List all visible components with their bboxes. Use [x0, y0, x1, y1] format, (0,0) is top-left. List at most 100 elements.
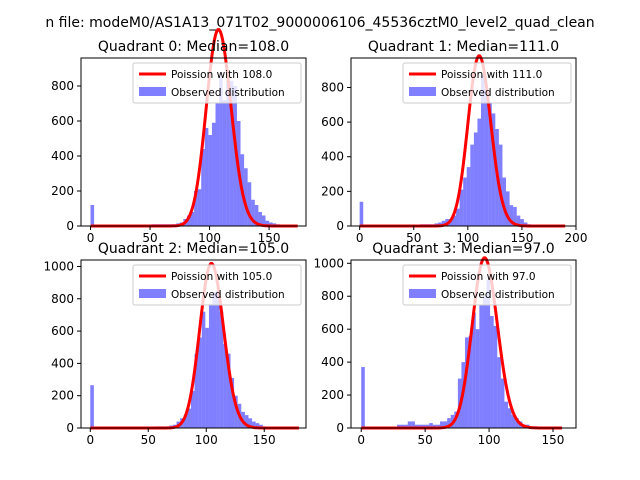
axes-frame [80, 259, 307, 429]
subplot-grid: 0 50 100 150 0 200 400 600 800 Quadrant 0: Median… [43, 28, 587, 447]
histogram-bar [183, 415, 188, 428]
histogram-bar [230, 377, 235, 428]
histogram-bar [452, 215, 457, 226]
histogram-bar [219, 311, 224, 428]
histogram-bar [205, 327, 209, 428]
histogram-bar [459, 189, 464, 226]
histogram-bar [493, 325, 498, 428]
y-tick-label: 0 [336, 219, 344, 233]
histogram-bar [265, 220, 270, 226]
histogram-bar [520, 219, 524, 226]
subplot-quadrant-2: 0 50 100 150 0 200 400 600 800 1000 Quadrant 2: Me… [43, 241, 307, 447]
histogram-bar [233, 86, 237, 226]
histogram-bar [208, 135, 212, 226]
histogram-bar [244, 415, 249, 428]
x-tick-label: 50 [141, 433, 156, 447]
y-tick-label: 600 [321, 322, 344, 336]
y-tick-label: 200 [321, 388, 344, 402]
histogram-bar [436, 424, 440, 428]
histogram-bar [254, 205, 259, 226]
histogram-bar [212, 292, 217, 428]
histogram-bar [190, 212, 195, 226]
histogram-bar [488, 103, 492, 226]
x-tick-label: 0 [357, 433, 365, 447]
histogram-bar [490, 316, 494, 428]
histogram-bar [509, 205, 514, 226]
legend-label-poisson: Poission with 97.0 [441, 271, 536, 283]
histogram-bar [359, 201, 364, 226]
histogram-bar [229, 80, 234, 226]
subplot-title: Quadrant 0: Median=108.0 [98, 39, 289, 55]
histogram-bar [226, 80, 230, 226]
histogram-bar [504, 401, 508, 428]
y-tick-label: 800 [51, 292, 74, 306]
histogram-bar [197, 189, 202, 226]
histogram-bar [219, 77, 223, 226]
histogram-bar [361, 367, 365, 428]
legend-label-observed: Observed distribution [441, 289, 555, 301]
histogram-bar [90, 205, 95, 226]
x-tick-label: 150 [253, 433, 276, 447]
histogram-bar [475, 329, 480, 428]
x-tick-label: 100 [198, 231, 221, 245]
subplot-quadrant-1: 0 50 100 150 200 0 200 400 600 800 Quadrant 1: Med… [321, 39, 587, 245]
y-tick-label: 1000 [313, 256, 344, 270]
x-tick-label: 50 [418, 433, 433, 447]
y-tick-label: 600 [51, 324, 74, 338]
histogram-bar [248, 418, 253, 428]
histogram-bar [194, 353, 199, 428]
x-tick-label: 150 [510, 231, 533, 245]
legend: Poission with 111.0 Observed distribution [402, 62, 572, 104]
legend: Poission with 97.0 Observed distribution [402, 264, 572, 306]
histogram-bar [90, 385, 94, 428]
histogram-bar [516, 215, 521, 226]
y-tick-label: 200 [51, 389, 74, 403]
histogram-bar [418, 424, 423, 428]
histogram-bar [226, 353, 231, 428]
x-tick-label: 0 [356, 231, 364, 245]
histogram-bar [482, 296, 487, 428]
histogram-bar [447, 418, 451, 428]
histogram-bar [506, 191, 510, 226]
legend-patch-swatch [409, 87, 436, 96]
histogram-bar [194, 191, 198, 226]
histogram-bar [479, 304, 483, 428]
legend-label-observed: Observed distribution [171, 289, 285, 301]
y-tick-label: 800 [321, 80, 344, 94]
histogram-bar [465, 337, 469, 428]
histogram-bar [472, 312, 476, 428]
histogram-bar [269, 222, 273, 226]
histogram-bar [507, 408, 512, 428]
y-tick-label: 0 [336, 421, 344, 435]
histogram-bar [255, 423, 260, 428]
y-tick-label: 0 [66, 219, 74, 233]
histogram-bar [198, 337, 202, 428]
histogram-bar [422, 424, 426, 428]
histogram-bar [223, 344, 227, 428]
x-tick-label: 100 [456, 231, 479, 245]
y-tick-label: 800 [51, 79, 74, 93]
histogram-bar [244, 168, 248, 226]
legend-box [402, 62, 572, 104]
y-tick-label: 400 [321, 355, 344, 369]
histogram-bar [468, 335, 473, 428]
histogram-bar [247, 182, 252, 226]
histogram-bar [443, 421, 448, 428]
histogram-bar [497, 357, 501, 428]
legend-box [402, 264, 572, 306]
histogram-bar [463, 177, 467, 226]
histogram-bar [261, 215, 266, 226]
histogram-bar [211, 122, 216, 226]
legend-label-observed: Observed distribution [171, 87, 285, 99]
legend: Poission with 108.0 Observed distribution [132, 62, 302, 104]
histogram-bar [481, 75, 485, 227]
legend: Poission with 105.0 Observed distribution [132, 264, 302, 306]
histogram-bar [201, 311, 206, 428]
histogram-bar [466, 167, 471, 226]
figure-suptitle: n file: modeM0/AS1A13_071T02_9000006106_… [45, 15, 594, 31]
histogram-bar [438, 222, 442, 226]
x-tick-label: 200 [565, 231, 588, 245]
histogram-bar [500, 378, 505, 428]
histogram-bar [470, 144, 474, 226]
